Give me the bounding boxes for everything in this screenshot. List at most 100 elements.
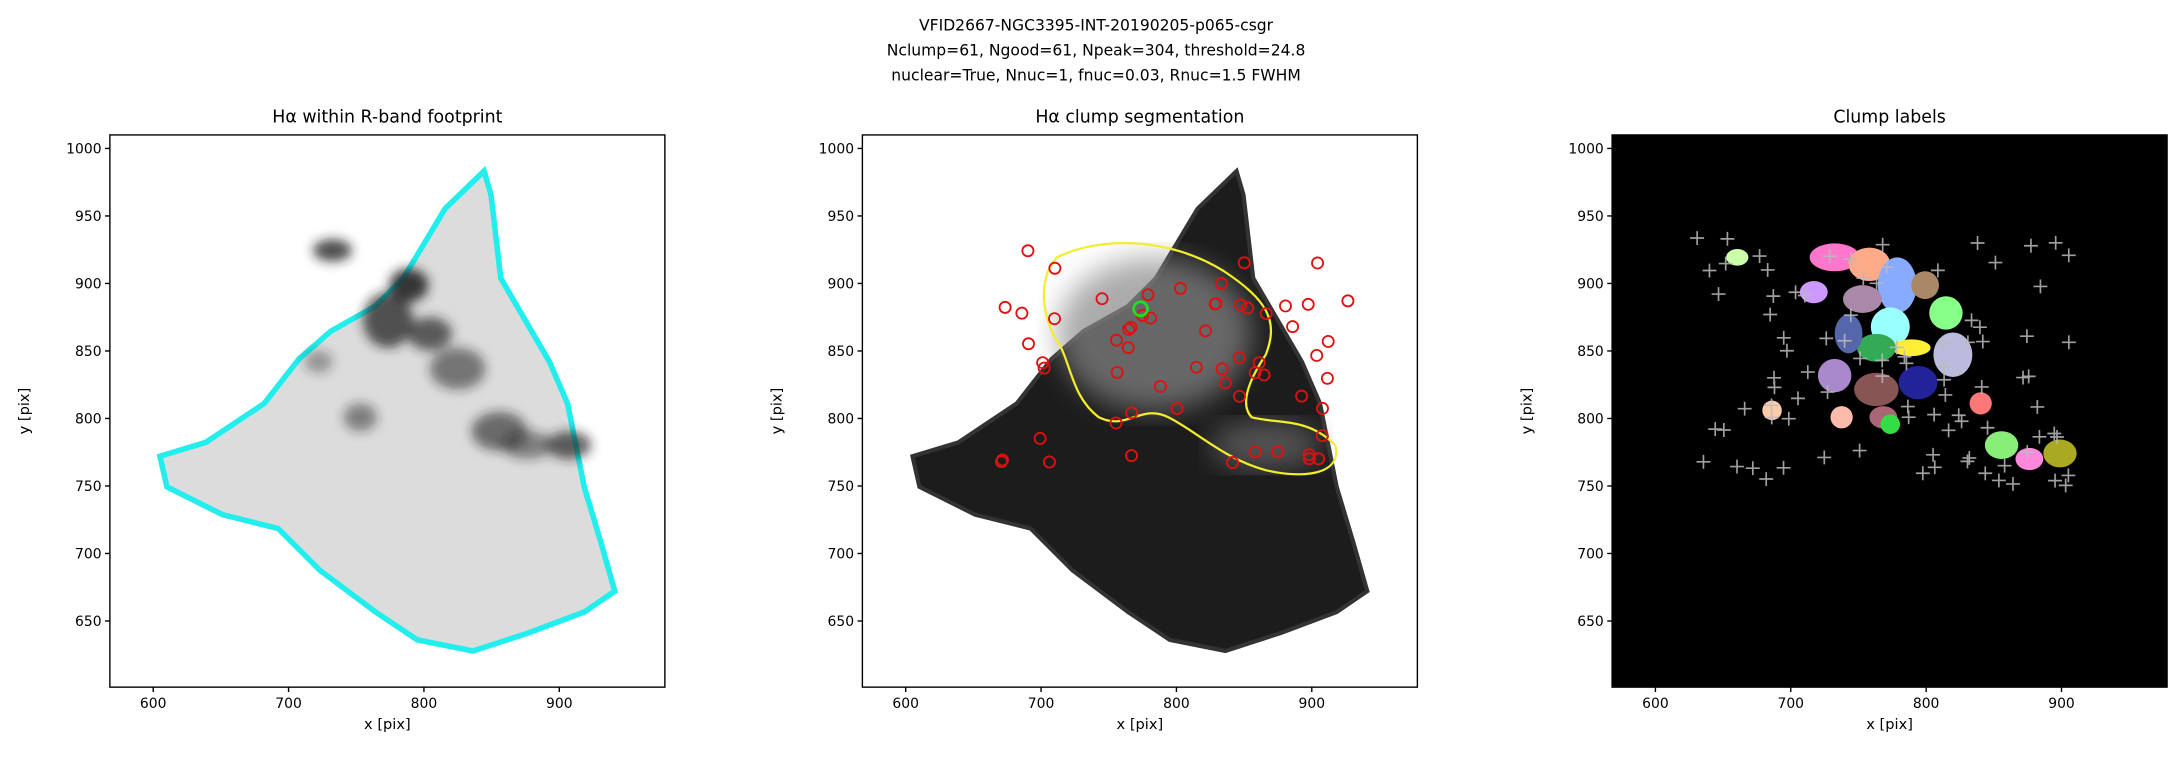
clump-marker (1048, 261, 1062, 275)
y-tick-label: 900 (75, 276, 102, 292)
peak-marker (1853, 351, 1868, 366)
peak-marker (1964, 313, 1979, 328)
y-axis-label: y [pix] (769, 388, 786, 435)
decoration (995, 244, 1355, 469)
decoration (1690, 231, 2076, 493)
peak-marker (1889, 340, 1904, 355)
peak-marker (1897, 349, 1912, 364)
peak-marker (1927, 460, 1942, 475)
clump-marker (1232, 351, 1246, 365)
y-tick-label: 650 (1577, 614, 1604, 630)
peak-marker (1730, 459, 1744, 474)
peak-marker (1767, 380, 1782, 395)
x-tick-label: 600 (1642, 696, 1669, 712)
clump-marker (1037, 361, 1051, 375)
clump-marker (1218, 376, 1232, 390)
clump-marker (1124, 320, 1138, 334)
clump-marker (1110, 365, 1124, 379)
peak-marker (1737, 401, 1752, 416)
image (160, 171, 615, 651)
peak-marker (1915, 466, 1930, 481)
peak-marker (1779, 343, 1794, 358)
decoration (1132, 300, 1149, 318)
peak-marker (1766, 289, 1781, 304)
peak-marker (2019, 329, 2034, 344)
peak-marker (2061, 468, 2076, 483)
peak-marker (1978, 466, 1993, 481)
clump-marker (1144, 311, 1157, 325)
y-tick-label: 950 (75, 209, 102, 225)
peak-marker (1817, 450, 1832, 465)
decoration (1042, 241, 1338, 476)
peak-marker (2061, 335, 2076, 350)
peak-marker (1972, 320, 1987, 335)
peak-marker (1711, 287, 1726, 302)
peak-marker (1797, 288, 1812, 303)
x-tick-label: 600 (140, 696, 167, 712)
x-axis-label: x [pix] (364, 716, 411, 733)
panel: 600 700 800 900 650 700 750 800 850 900 950 1000 Hα … (16, 107, 666, 733)
clump-marker (1252, 356, 1266, 370)
clump-marker (1122, 322, 1136, 336)
peak-marker (1951, 408, 1966, 423)
panel-title: Clump labels (1833, 107, 1946, 127)
decoration (1830, 406, 1853, 429)
suptitle: Nclump=61, Ngood=61, Npeak=304, threshol… (887, 42, 1306, 60)
peak-marker (1776, 330, 1791, 345)
axes-frame (861, 134, 1419, 688)
y-tick-label: 850 (75, 344, 102, 360)
peak-marker (1763, 307, 1778, 322)
x-tick-label: 800 (411, 696, 438, 712)
x-tick-label: 800 (1163, 696, 1190, 712)
clump-marker (1022, 337, 1035, 351)
peak-marker (2006, 476, 2020, 491)
peak-marker (1781, 411, 1796, 426)
peak-marker (1936, 336, 1951, 351)
clump-marker (1271, 445, 1285, 459)
clump-marker (1125, 449, 1138, 463)
peak-marker (1901, 410, 1916, 425)
peak-marker (1899, 356, 1914, 371)
y-tick-label: 1000 (819, 141, 854, 157)
decoration (407, 317, 453, 351)
peak-marker (1718, 256, 1733, 271)
clump-marker (1125, 406, 1139, 420)
y-axis-label: y [pix] (1518, 388, 1535, 435)
x-tick-label: 800 (1913, 696, 1940, 712)
clump-marker (1121, 341, 1135, 355)
clump-marker (1214, 277, 1228, 290)
clump-marker (1174, 281, 1187, 295)
peak-marker (1960, 335, 1975, 350)
clump-marker (1320, 371, 1334, 385)
peak-marker (1843, 252, 1858, 267)
peak-marker (1720, 231, 1735, 246)
peak-marker (1690, 231, 1705, 245)
peak-marker (1819, 331, 1834, 346)
y-tick-label: 950 (1577, 209, 1604, 225)
clump-marker (1021, 244, 1035, 258)
peak-marker (1716, 423, 1731, 437)
axes-frame (109, 134, 666, 688)
peak-marker (2050, 430, 2064, 444)
decoration (502, 431, 553, 460)
clump-marker (1109, 416, 1123, 430)
decoration (1877, 257, 1917, 313)
peak-marker (2032, 429, 2047, 444)
clump-marker (998, 300, 1012, 314)
peak-marker (2021, 369, 2036, 384)
clump-marker (1209, 297, 1223, 310)
decoration (343, 403, 377, 432)
peak-marker (1937, 360, 1952, 375)
clump-marker (1315, 429, 1329, 443)
clump-marker (1248, 445, 1262, 459)
clump-marker (1310, 348, 1324, 362)
decoration (1210, 420, 1322, 471)
decoration (304, 239, 592, 460)
y-tick-label: 800 (75, 411, 102, 427)
peak-marker (1960, 454, 1975, 469)
decoration (1809, 243, 1860, 272)
y-tick-label: 750 (828, 479, 855, 495)
y-tick-label: 900 (828, 276, 855, 292)
decoration (2043, 439, 2077, 468)
clump-marker (1321, 334, 1335, 348)
